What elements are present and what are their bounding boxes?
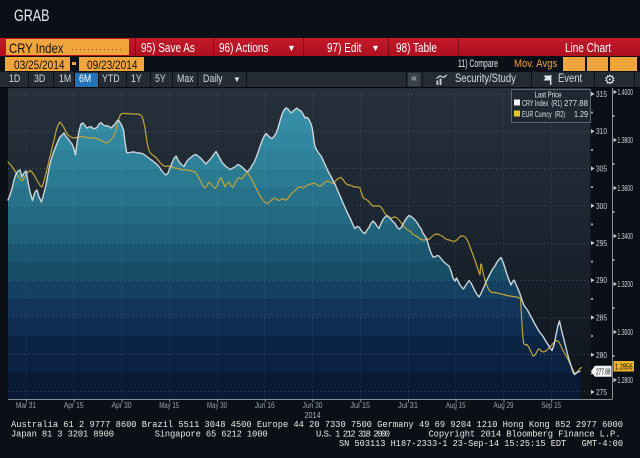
svg-text:1.29: 1.29 (574, 110, 588, 119)
svg-text:Last Price: Last Price (535, 91, 562, 100)
svg-text:315: 315 (596, 89, 607, 99)
svg-text:1.2800: 1.2800 (618, 376, 634, 385)
svg-text:Apr 30: Apr 30 (112, 401, 132, 410)
svg-text:295: 295 (596, 238, 607, 248)
svg-text:CRY Index (R1): CRY Index (R1) (522, 99, 562, 108)
svg-text:Aug 15: Aug 15 (446, 401, 466, 410)
svg-text:Mar 31: Mar 31 (16, 401, 36, 410)
svg-text:May 15: May 15 (159, 401, 179, 410)
svg-text:277.88: 277.88 (564, 99, 588, 108)
svg-text:1.3600: 1.3600 (618, 184, 634, 193)
svg-text:SN 503113 H187-2333-1 23-Sep-1: SN 503113 H187-2333-1 23-Sep-14 15:25:15… (339, 439, 623, 449)
svg-text:305: 305 (596, 164, 607, 174)
svg-text:Aug 29: Aug 29 (494, 401, 514, 410)
svg-text:1.3800: 1.3800 (618, 136, 634, 145)
svg-text:Jun 16: Jun 16 (255, 401, 275, 410)
svg-text:1.3200: 1.3200 (618, 280, 634, 289)
svg-text:285: 285 (596, 313, 607, 323)
svg-text:EUR Curncy (R2): EUR Curncy (R2) (522, 110, 565, 119)
svg-text:275: 275 (596, 387, 607, 397)
svg-text:Australia 61 2 9777 8600 Brazi: Australia 61 2 9777 8600 Brazil 5511 304… (11, 420, 623, 430)
svg-text:1.2856: 1.2856 (615, 362, 633, 371)
svg-text:1.3400: 1.3400 (618, 232, 634, 241)
svg-text:290: 290 (596, 275, 607, 285)
svg-text:310: 310 (596, 126, 607, 136)
svg-text:May 30: May 30 (207, 401, 227, 410)
svg-text:Sep 15: Sep 15 (541, 401, 561, 410)
svg-text:1.3000: 1.3000 (618, 328, 634, 337)
svg-text:Jun 30: Jun 30 (303, 401, 323, 410)
svg-text:Apr 15: Apr 15 (64, 401, 84, 410)
svg-text:277.88: 277.88 (596, 367, 611, 376)
svg-text:Jul 31: Jul 31 (398, 401, 418, 410)
svg-text:1.4000: 1.4000 (618, 88, 634, 97)
svg-text:280: 280 (596, 350, 607, 360)
svg-text:Jul 15: Jul 15 (350, 401, 370, 410)
svg-text:300: 300 (596, 201, 607, 211)
svg-text:2014: 2014 (305, 410, 321, 420)
